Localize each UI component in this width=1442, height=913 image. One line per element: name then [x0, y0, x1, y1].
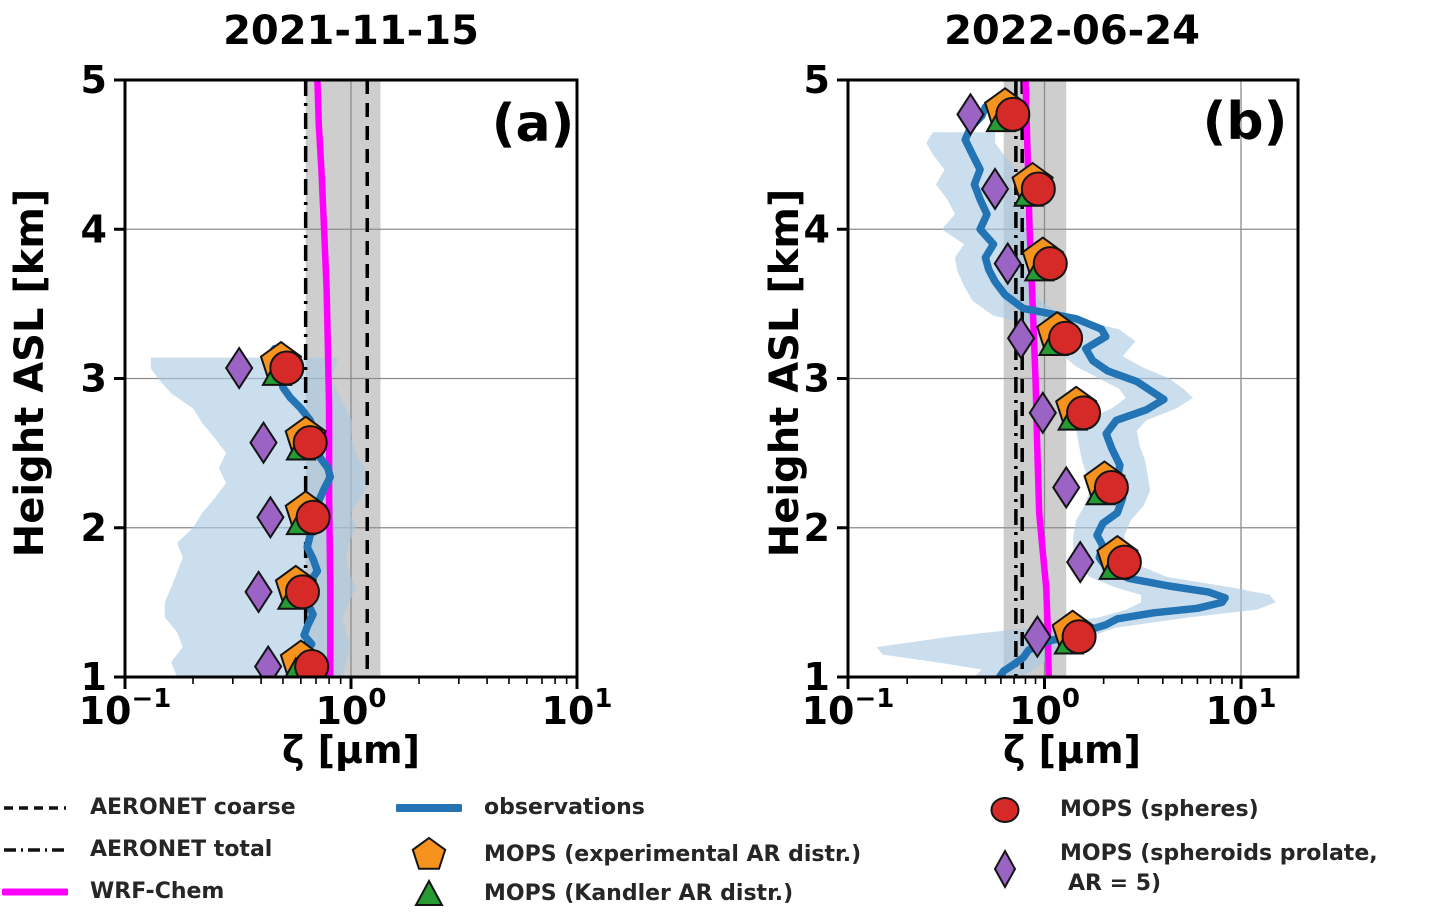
panel-b-letter: (b): [1202, 92, 1288, 152]
circle-icon: [972, 793, 1038, 827]
legend-label: MOPS (experimental AR distr.): [484, 842, 862, 867]
legend-item-mops-spheres: MOPS (spheres): [972, 793, 1259, 827]
legend-item-aeronet-coarse: AERONET coarse: [2, 793, 296, 823]
panel-a-letter: (a): [491, 94, 575, 154]
dashed-line-swatch: [2, 793, 68, 823]
mops-spheroids-marker: [980, 167, 1010, 211]
x-tick-label: 101: [542, 684, 613, 733]
mops-spheres-marker: [1020, 171, 1056, 207]
x-tick-label: 10−1: [802, 684, 895, 733]
mops-spheroids-marker: [224, 346, 254, 390]
y-tick-label: 2: [804, 506, 830, 550]
mops-spheroids-marker: [993, 241, 1022, 286]
pentagon-icon: [396, 835, 462, 875]
magenta-line-swatch: [2, 877, 68, 907]
panel-b-title: 2022-06-24: [944, 8, 1200, 54]
blue-line-swatch: [396, 793, 462, 823]
y-tick-label: 2: [81, 506, 107, 550]
mops-spheroids-marker: [253, 644, 283, 677]
x-tick-label: 101: [1206, 684, 1277, 733]
panel-a-plot-area: [125, 80, 577, 677]
observations-band-b: [876, 132, 1276, 677]
y-tick-label: 4: [804, 207, 830, 251]
legend-label-line1: MOPS (spheroids prolate,: [1060, 841, 1378, 866]
panel-a-title: 2021-11-15: [223, 8, 479, 54]
legend-label: WRF-Chem: [90, 879, 225, 904]
wrf-chem-line-a: [314, 80, 334, 677]
panel-b-yaxis-label: Height ASL [km]: [762, 188, 808, 558]
mops-spheres-marker: [1048, 320, 1084, 356]
x-tick-label: 100: [1009, 684, 1080, 733]
legend-item-mops-spheroids: MOPS (spheroids prolate, AR = 5): [972, 838, 1378, 900]
mops-spheroids-marker: [244, 570, 273, 614]
y-tick-label: 3: [804, 357, 830, 401]
legend-item-mops-experimental: MOPS (experimental AR distr.): [396, 835, 861, 875]
mops-spheres-marker: [1066, 395, 1102, 431]
triangle-icon: [396, 877, 462, 911]
legend-label: AERONET coarse: [90, 795, 296, 820]
y-tick-label: 1: [81, 655, 107, 699]
x-tick-label: 100: [316, 684, 387, 733]
legend-item-observations: observations: [396, 793, 645, 823]
mops-spheroids-marker: [1066, 540, 1095, 584]
mops-spheres-marker: [1093, 469, 1129, 505]
y-tick-label: 5: [804, 58, 830, 102]
y-tick-label: 4: [81, 207, 107, 251]
legend-item-aeronet-total: AERONET total: [2, 835, 272, 865]
diamond-icon: [972, 838, 1038, 900]
mops-spheroids-marker: [1028, 390, 1057, 435]
y-tick-label: 3: [81, 357, 107, 401]
observations-line-b: [961, 103, 1229, 677]
mops-spheres-marker: [269, 350, 305, 386]
legend-label: observations: [484, 795, 645, 820]
dashdot-line-swatch: [2, 835, 68, 865]
mops-spheroids-marker: [256, 495, 285, 540]
legend-label: MOPS (spheres): [1060, 797, 1259, 822]
panel-a-yaxis-label: Height ASL [km]: [7, 188, 53, 558]
mops-spheroids-marker: [956, 92, 985, 137]
legend-label: MOPS (spheroids prolate, AR = 5): [1060, 839, 1378, 899]
mops-spheres-marker: [292, 425, 328, 461]
legend-label: AERONET total: [90, 837, 273, 862]
mops-spheres-marker: [995, 96, 1031, 132]
mops-spheres-marker: [294, 649, 330, 677]
legend-label: MOPS (Kandler AR distr.): [484, 881, 794, 906]
legend-item-wrf-chem: WRF-Chem: [2, 877, 224, 907]
mops-spheres-marker: [1106, 544, 1142, 580]
mops-spheres-marker: [1061, 619, 1097, 655]
legend-label-line2: AR = 5): [1068, 871, 1162, 896]
mops-spheres-marker: [295, 499, 331, 535]
y-tick-label: 1: [804, 655, 830, 699]
legend-item-mops-kandler: MOPS (Kandler AR distr.): [396, 877, 793, 911]
panel-a-xaxis-label: ζ [μm]: [282, 728, 420, 772]
mops-spheroids-marker: [1006, 316, 1036, 361]
panel-b-xaxis-label: ζ [μm]: [1003, 728, 1141, 772]
y-tick-label: 5: [81, 58, 107, 102]
x-tick-label: 10−1: [79, 684, 172, 733]
mops-spheroids-marker: [1023, 614, 1052, 659]
mops-spheroids-marker: [1052, 465, 1081, 510]
mops-spheroids-marker: [249, 420, 278, 465]
panel-b-plot-area: [848, 80, 1298, 677]
mops-spheres-marker: [284, 574, 320, 610]
mops-spheres-marker: [1032, 246, 1068, 282]
